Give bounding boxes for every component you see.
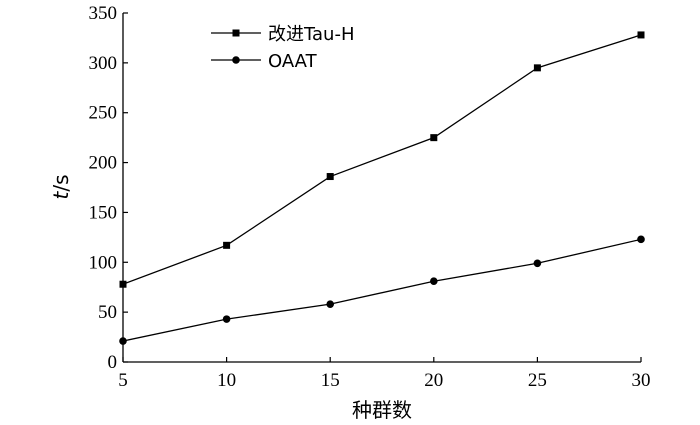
data-point <box>223 241 231 249</box>
legend-item: 改进Tau-H <box>211 24 354 45</box>
x-tick-label: 15 <box>321 370 340 391</box>
legend-marker <box>232 56 240 64</box>
data-point <box>119 337 127 345</box>
y-axis-title-unit: /s <box>49 174 73 191</box>
legend-label: OAAT <box>268 51 318 72</box>
y-tick-label: 50 <box>98 302 117 323</box>
data-point <box>637 31 645 39</box>
ticks: 0 50 100 150 200 250 300 350 5 10 15 20 25 30 <box>89 3 651 391</box>
series-line <box>122 238 642 342</box>
legend: 改进Tau-H OAAT <box>211 24 354 72</box>
series-layer <box>119 31 645 345</box>
x-tick-label: 10 <box>217 370 236 391</box>
series-1 <box>119 31 645 288</box>
x-tick-label: 25 <box>528 370 547 391</box>
x-axis-title: 种群数 <box>352 398 412 422</box>
legend-item: OAAT <box>211 51 318 72</box>
y-tick-label: 250 <box>89 103 118 124</box>
y-tick-label: 0 <box>108 352 118 373</box>
data-point <box>326 173 334 181</box>
data-point <box>637 235 645 244</box>
data-point <box>430 277 438 286</box>
data-point <box>533 259 542 268</box>
y-axis-title-var: t <box>49 191 73 200</box>
y-tick-label: 100 <box>89 252 118 273</box>
y-axis-title: t/s <box>49 174 73 199</box>
data-point <box>430 134 438 142</box>
x-tick-label: 30 <box>632 370 651 391</box>
y-tick-label: 300 <box>89 53 118 74</box>
series-line <box>122 34 642 285</box>
data-point <box>533 64 541 72</box>
y-tick-label: 350 <box>89 3 118 24</box>
x-tick-label: 5 <box>118 370 128 391</box>
x-tick-label: 20 <box>424 370 443 391</box>
data-point <box>222 315 231 323</box>
series-2 <box>119 235 645 345</box>
data-point <box>119 280 127 288</box>
axes <box>122 13 641 363</box>
legend-label: 改进Tau-H <box>268 24 354 45</box>
y-tick-label: 200 <box>89 153 118 174</box>
legend-marker <box>232 29 240 37</box>
y-tick-label: 150 <box>89 202 118 223</box>
data-point <box>326 300 335 308</box>
